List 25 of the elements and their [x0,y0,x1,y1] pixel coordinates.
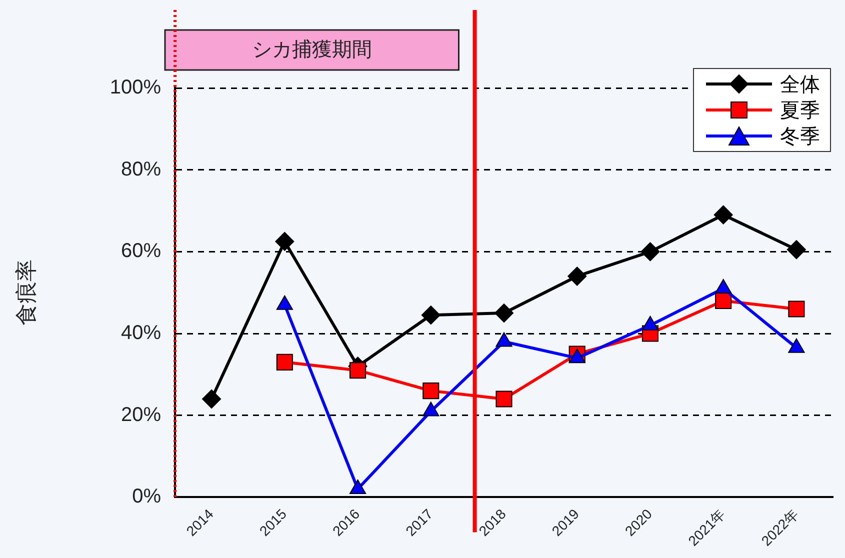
y-tick-label: 40% [120,322,162,344]
y-tick-label: 60% [120,240,162,262]
y-tick-label: 80% [120,158,162,180]
legend-label: 全体 [780,70,820,98]
point [496,390,512,408]
point [714,205,733,224]
y-tick-label: 20% [120,404,162,426]
y-tick-label: 100% [110,76,162,99]
point [568,266,587,286]
point [715,292,732,310]
point [788,300,805,318]
y-axis-title: 食痕率 [13,260,38,326]
point [640,242,660,262]
point [202,389,222,408]
point [421,306,440,325]
legend-label: 夏季 [780,96,820,124]
point [276,354,293,370]
text: シカ捕獲期間 [252,37,372,62]
legend-label: 冬季 [780,122,820,150]
point [422,382,440,400]
point [350,362,366,379]
point [494,304,514,323]
y-tick-label: 0% [132,486,162,508]
point [786,240,806,260]
point [275,232,294,251]
